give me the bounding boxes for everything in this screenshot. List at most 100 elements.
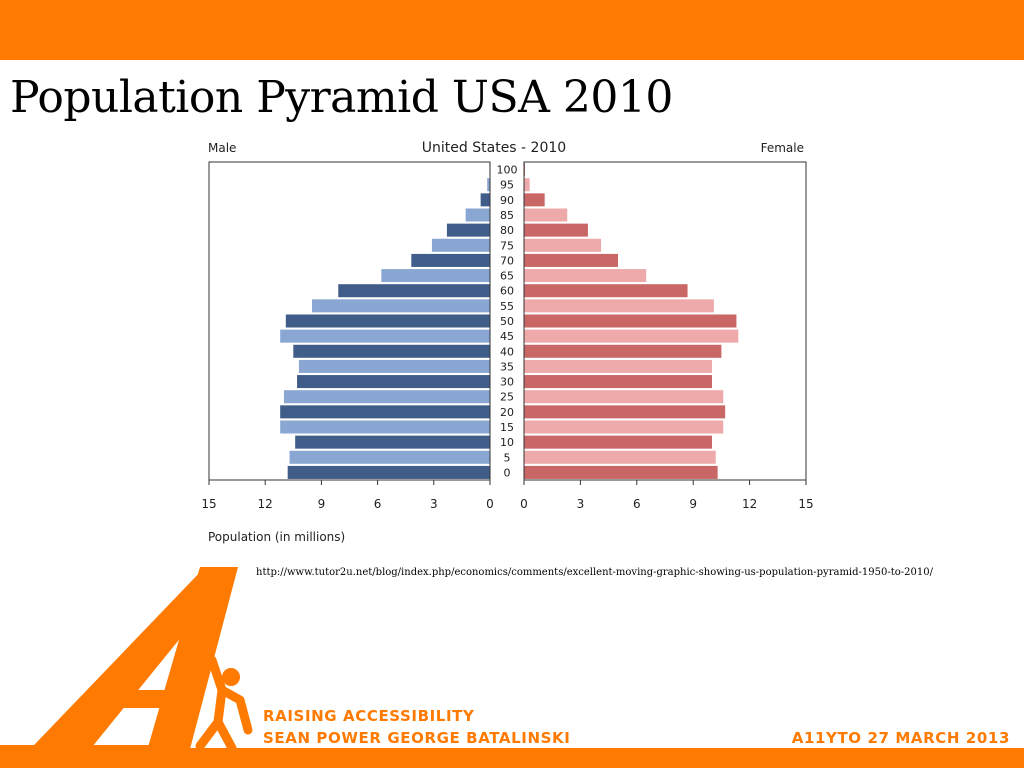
male-bar-age-10	[295, 435, 490, 449]
age-label: 70	[500, 254, 514, 267]
age-label: 90	[500, 194, 514, 207]
footer-authors: SEAN POWER GEORGE BATALINSKI	[263, 729, 571, 747]
male-bar-age-5	[289, 450, 490, 464]
raising-accessibility-logo	[0, 567, 253, 768]
age-label: 65	[500, 270, 514, 283]
male-bar-age-50	[285, 314, 490, 328]
female-bar-age-15	[524, 420, 724, 434]
logo-a-crossbar	[92, 690, 178, 708]
male-bar-age-0	[287, 465, 490, 479]
male-tick-label: 9	[318, 497, 326, 511]
female-bar-age-45	[524, 329, 739, 343]
logo-a-shape	[0, 567, 253, 768]
age-label: 15	[500, 421, 514, 434]
male-bar-age-80	[446, 223, 490, 237]
female-bar-age-65	[524, 269, 647, 283]
male-bar-age-30	[297, 375, 490, 389]
age-label: 60	[500, 285, 514, 298]
footer-event-date: A11YTO 27 MARCH 2013	[791, 729, 1010, 747]
female-panel-label: Female	[761, 141, 804, 155]
female-bar-age-0	[524, 465, 718, 479]
age-label: 80	[500, 224, 514, 237]
male-bar-age-35	[298, 359, 490, 373]
male-bar-age-45	[280, 329, 490, 343]
male-panel-label: Male	[208, 141, 236, 155]
female-bar-age-90	[524, 193, 545, 207]
male-bar-age-70	[411, 253, 490, 267]
age-label: 75	[500, 239, 514, 252]
female-bar-age-60	[524, 284, 688, 298]
age-label: 20	[500, 406, 514, 419]
age-label: 35	[500, 360, 514, 373]
female-bar-age-55	[524, 299, 714, 313]
bottom-accent-bar	[0, 748, 1024, 768]
female-bar-age-95	[524, 178, 530, 192]
slide-title: Population Pyramid USA 2010	[10, 72, 673, 123]
male-plot-frame	[208, 161, 491, 481]
male-bar-age-90	[480, 193, 490, 207]
female-tick-label: 0	[520, 497, 528, 511]
age-label: 95	[500, 179, 514, 192]
age-label: 5	[504, 451, 511, 464]
male-tick-label: 0	[486, 497, 494, 511]
age-label: 85	[500, 209, 514, 222]
age-labels: 0 5 10 15 20 25 30 35 40 45 50 55 60 65 70 75 80 85 90 95 10…	[497, 164, 518, 480]
top-accent-bar	[0, 0, 1024, 60]
female-bars	[524, 163, 739, 479]
male-tick-label: 15	[201, 497, 216, 511]
logo-a-right-leg	[142, 567, 238, 768]
female-bar-age-10	[524, 435, 712, 449]
age-label: 0	[504, 466, 511, 479]
male-bar-age-65	[381, 269, 490, 283]
chart-svg: United States - 2010 Male Female 0 5 10 15 2…	[201, 140, 814, 544]
female-bar-age-20	[524, 405, 726, 419]
female-bar-age-85	[524, 208, 568, 222]
male-bar-age-20	[280, 405, 490, 419]
male-x-axis: 0 3 6 9 12 15	[201, 480, 494, 511]
male-bar-age-95	[487, 178, 490, 192]
female-tick-label: 3	[577, 497, 585, 511]
male-bar-age-85	[465, 208, 490, 222]
male-bar-age-40	[293, 344, 490, 358]
population-pyramid-chart: United States - 2010 Male Female 0 5 10 15 2…	[200, 130, 816, 555]
female-bar-age-70	[524, 253, 618, 267]
female-bar-age-5	[524, 450, 716, 464]
female-plot-frame	[523, 161, 807, 481]
x-axis-label: Population (in millions)	[208, 530, 345, 544]
female-bar-age-75	[524, 238, 602, 252]
male-tick-label: 3	[430, 497, 438, 511]
age-label: 10	[500, 436, 514, 449]
female-bar-age-30	[524, 375, 712, 389]
source-url: http://www.tutor2u.net/blog/index.php/ec…	[256, 567, 933, 578]
male-tick-label: 12	[258, 497, 273, 511]
age-label: 50	[500, 315, 514, 328]
female-bar-age-50	[524, 314, 737, 328]
male-bar-age-25	[283, 390, 490, 404]
female-bar-age-80	[524, 223, 588, 237]
male-tick-label: 6	[374, 497, 382, 511]
age-label: 30	[500, 376, 514, 389]
footer-title: RAISING ACCESSIBILITY	[263, 707, 475, 725]
age-label: 45	[500, 330, 514, 343]
age-label: 100	[497, 164, 518, 177]
male-bars	[280, 163, 490, 479]
age-label: 25	[500, 391, 514, 404]
female-bar-age-25	[524, 390, 724, 404]
age-label: 40	[500, 345, 514, 358]
female-tick-label: 15	[798, 497, 813, 511]
female-bar-age-40	[524, 344, 722, 358]
chart-title: United States - 2010	[422, 140, 566, 156]
logo-figure-body	[195, 655, 253, 753]
logo-figure-head	[222, 668, 240, 686]
female-tick-label: 12	[742, 497, 757, 511]
male-bar-age-55	[312, 299, 490, 313]
age-label: 55	[500, 300, 514, 313]
female-tick-label: 9	[689, 497, 697, 511]
female-bar-age-35	[524, 359, 712, 373]
female-x-axis: 0 3 6 9 12 15	[520, 480, 814, 511]
female-tick-label: 6	[633, 497, 641, 511]
male-bar-age-15	[280, 420, 490, 434]
male-bar-age-75	[431, 238, 490, 252]
male-bar-age-60	[338, 284, 490, 298]
logo-a-left-leg	[12, 567, 238, 768]
